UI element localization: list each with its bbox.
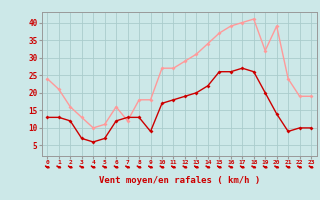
X-axis label: Vent moyen/en rafales ( km/h ): Vent moyen/en rafales ( km/h ) bbox=[99, 176, 260, 185]
